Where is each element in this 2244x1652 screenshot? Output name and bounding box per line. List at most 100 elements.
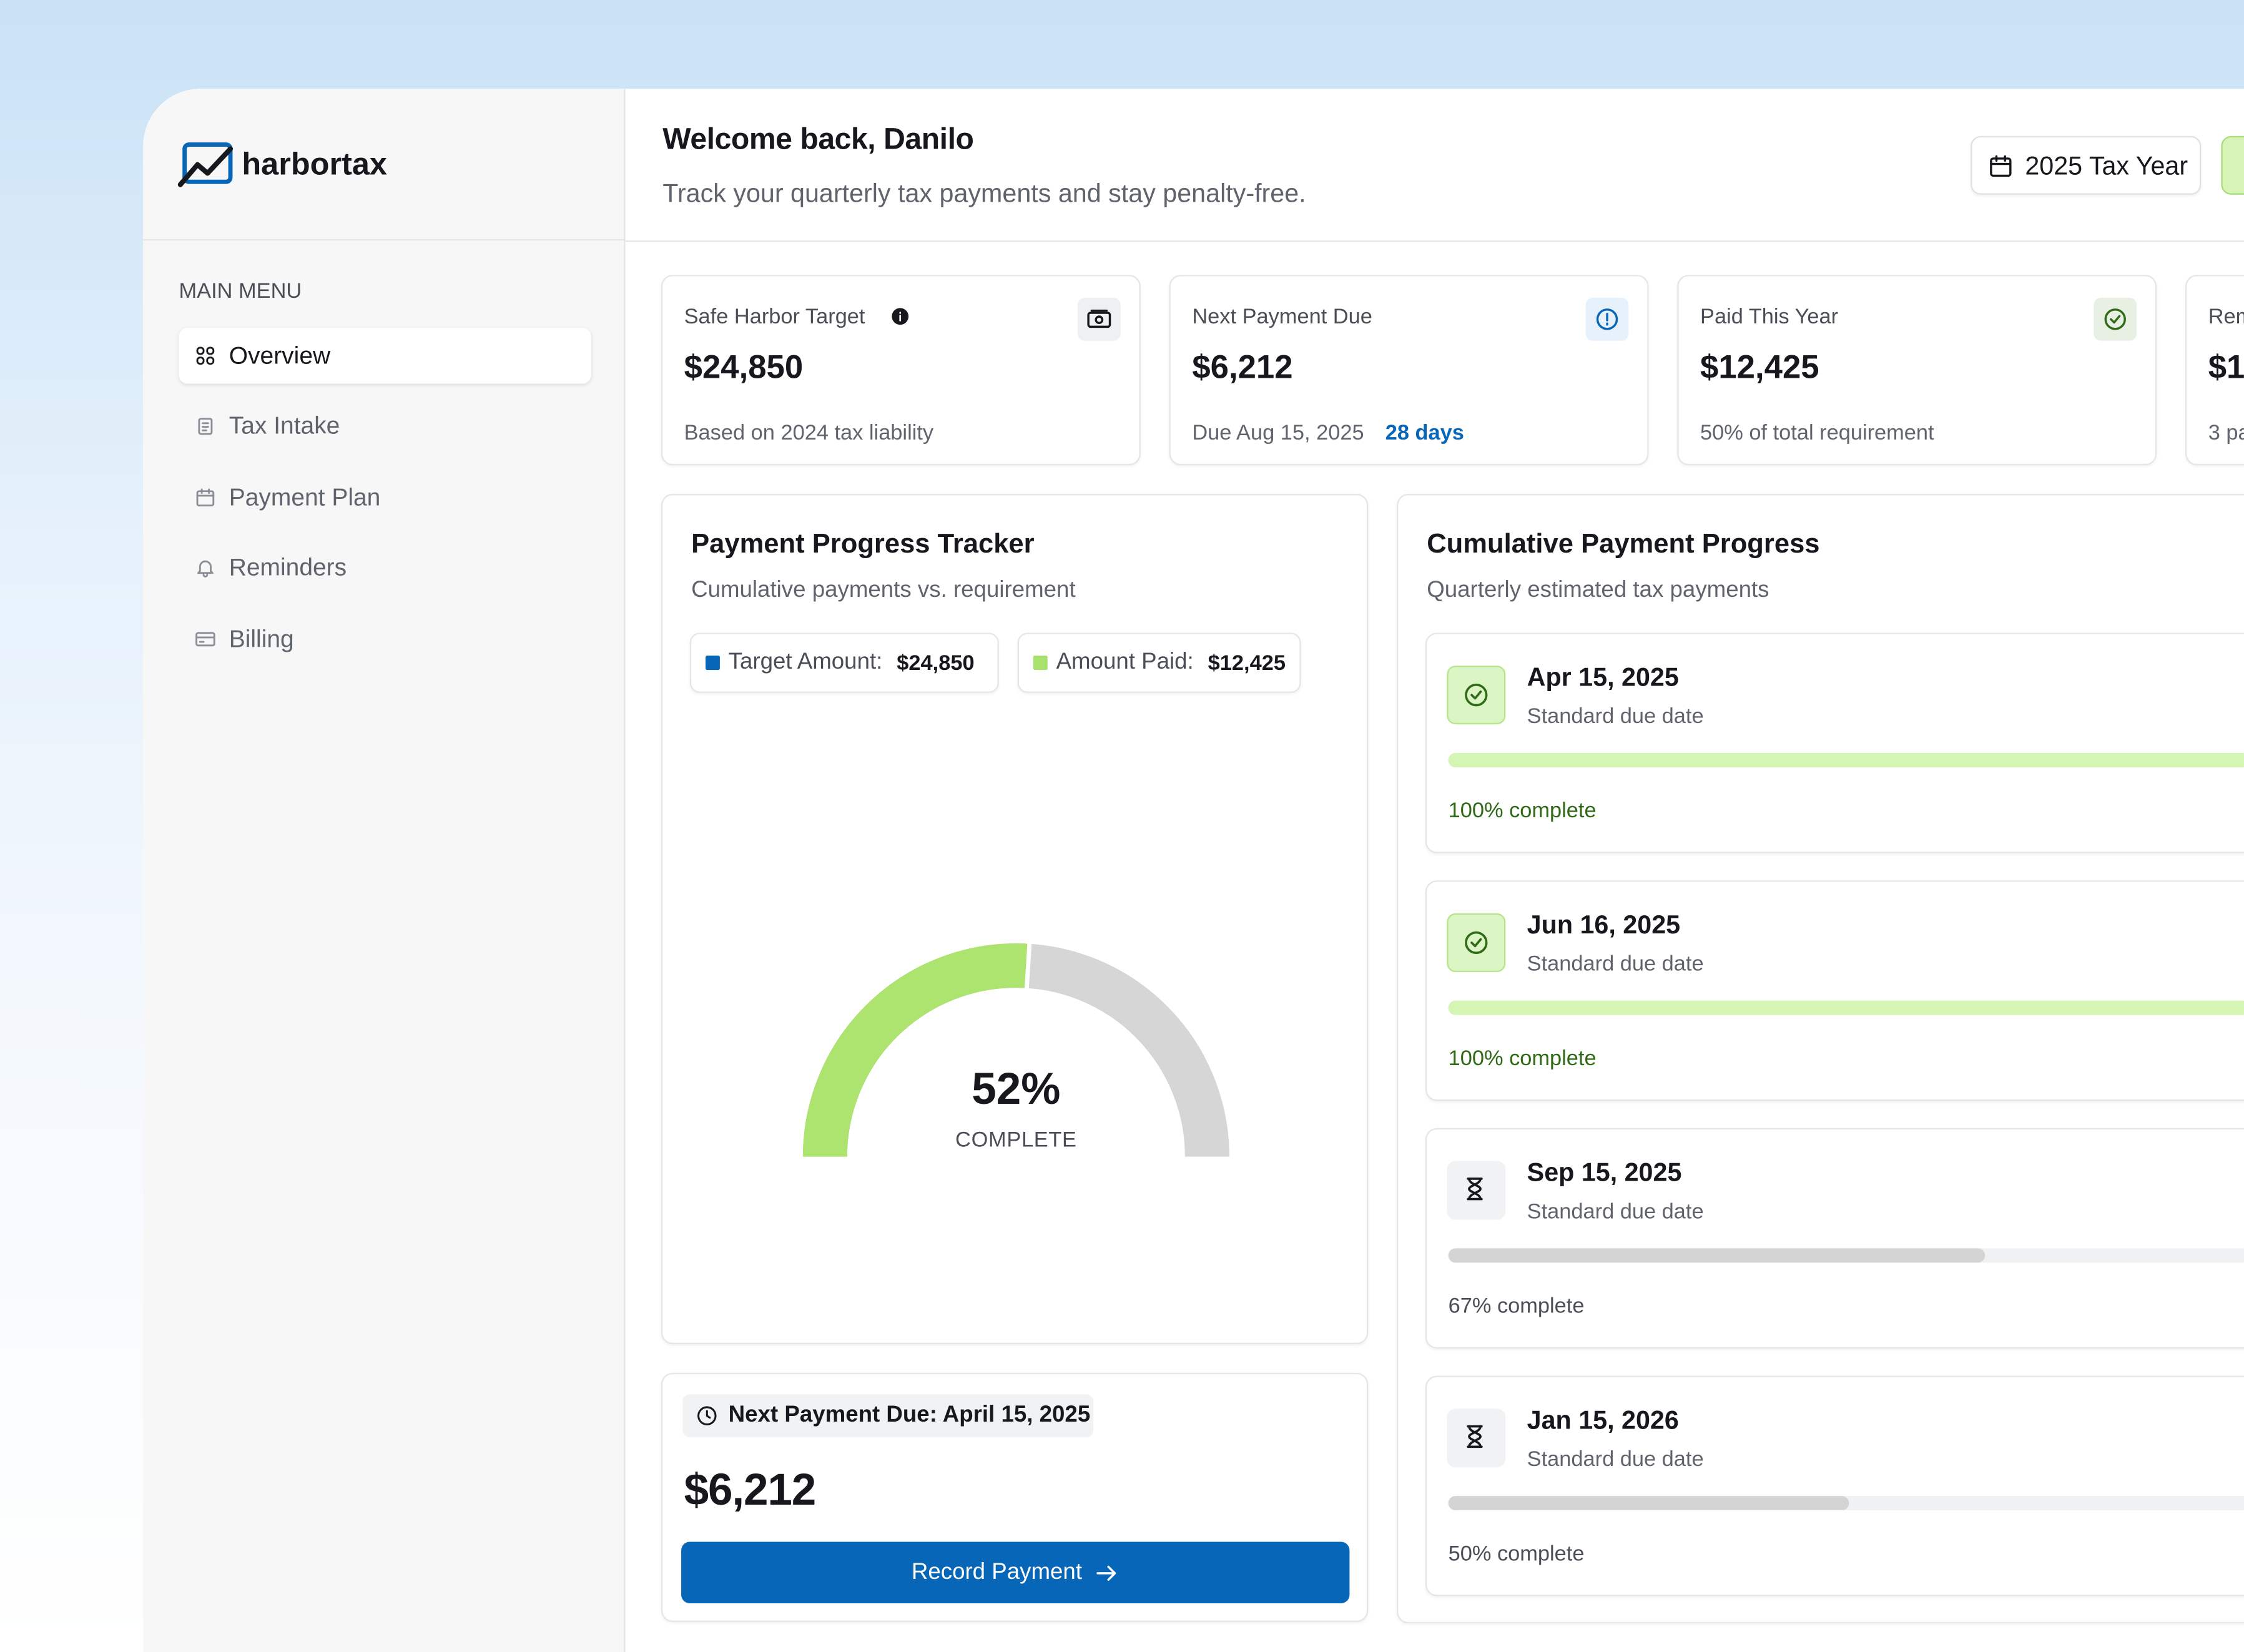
item-status-icon [1447, 1161, 1506, 1220]
sidebar [143, 89, 626, 1652]
icon [195, 631, 215, 646]
stat-card: Paid This Year $12,425 50% of total requir… [1677, 275, 2157, 466]
icon [1467, 1425, 1483, 1448]
next-payment-amount: $6,212 [684, 1463, 817, 1514]
stat-note: 3 payments left [2208, 420, 2244, 445]
stat-card: Remaining $12,425 3 payments left [2185, 275, 2244, 466]
due-badge: Next Payment Due: April 15, 2025 [682, 1394, 1094, 1438]
progress-fill [1448, 1248, 1986, 1263]
stat-highlight: 28 days [1385, 420, 1464, 445]
next-payment-card: Next Payment Due: April 15, 2025 $6,212 Re… [661, 1372, 1369, 1622]
sidebar-divider [143, 238, 626, 241]
icon [196, 488, 215, 506]
icon [697, 1406, 717, 1425]
icon [1990, 155, 2012, 177]
tracker-card: Payment Progress Tracker Cumulative payme… [661, 494, 1369, 1345]
icon [1465, 684, 1488, 707]
stat-label: Paid This Year [1700, 304, 1839, 329]
icon [197, 560, 214, 578]
cumulative-title: Cumulative Payment Progress [1427, 529, 1820, 559]
item-note: Standard due date [1527, 703, 1704, 728]
progress-fill [1448, 1000, 2244, 1015]
stat-label: Remaining [2208, 304, 2244, 329]
payment-item: Jun 16, 2025 Standard due date 100% comple… [1425, 880, 2244, 1101]
stat-note: Based on 2024 tax liability [684, 420, 934, 445]
logo-mark [177, 142, 234, 187]
stat-icon-box [1077, 297, 1121, 341]
cumulative-subtitle: Quarterly estimated tax payments [1427, 578, 1769, 603]
gauge-separator [1024, 942, 1032, 991]
legend-label: Amount Paid: [1056, 649, 1194, 674]
button-icon [1093, 1560, 1119, 1585]
page-subtitle: Track your quarterly tax payments and st… [662, 179, 1306, 208]
gauge [802, 942, 1229, 1158]
stat-value: $12,425 [2208, 347, 2244, 385]
due-badge-text: Next Payment Due: April 15, 2025 [728, 1403, 1091, 1428]
stat-value: $24,850 [684, 347, 804, 385]
item-note: Standard due date [1527, 951, 1704, 976]
payment-item: Apr 15, 2025 Standard due date 100% comple… [1425, 632, 2244, 853]
action-button[interactable] [2221, 135, 2244, 195]
legend-pill: Amount Paid: $12,425 [1017, 632, 1301, 693]
menu-item[interactable]: Reminders [229, 554, 347, 581]
stat-icon-box [1585, 297, 1629, 341]
item-date: Jan 15, 2026 [1527, 1405, 1679, 1435]
legend-value: $24,850 [897, 651, 975, 676]
item-date: Jun 16, 2025 [1527, 910, 1681, 940]
legend-swatch [1033, 656, 1048, 671]
tax-year-button[interactable]: 2025 Tax Year [1971, 135, 2202, 195]
menu-item[interactable]: Tax Intake [229, 412, 340, 440]
progress-fill [1448, 753, 2244, 767]
icon [2104, 308, 2126, 330]
item-progress-label: 100% complete [1448, 1045, 1597, 1070]
item-progress-label: 67% complete [1448, 1293, 1585, 1318]
tracker-subtitle: Cumulative payments vs. requirement [691, 578, 1076, 603]
stat-label: Safe Harbor Target [684, 304, 865, 329]
legend-pill: Target Amount: $24,850 [689, 632, 999, 693]
page-title: Welcome back, Danilo [662, 122, 974, 155]
gauge-label: 52% [972, 1063, 1061, 1114]
stat-card: Next Payment Due $6,212 Due Aug 15, 2025 28… [1169, 275, 1649, 466]
item-date: Apr 15, 2025 [1527, 662, 1679, 692]
icon [1467, 1178, 1483, 1201]
legend-swatch [706, 656, 720, 671]
icon [1087, 309, 1111, 328]
stat-value: $6,212 [1192, 347, 1293, 385]
item-note: Standard due date [1527, 1446, 1704, 1471]
gauge-fill [802, 943, 1030, 1158]
icon [892, 308, 909, 325]
header-divider [625, 240, 2244, 242]
stat-label: Next Payment Due [1192, 304, 1372, 329]
icon [1096, 1565, 1116, 1580]
legend-value: $12,425 [1208, 651, 1286, 676]
record-payment-button[interactable]: Record Payment [681, 1541, 1350, 1604]
stat-icon-box [2094, 297, 2137, 341]
icon [1596, 308, 1618, 330]
menu-title: MAIN MENU [179, 278, 302, 303]
item-date: Sep 15, 2025 [1527, 1158, 1682, 1187]
icon [196, 346, 215, 364]
legend-label: Target Amount: [728, 649, 883, 674]
item-status-icon [1447, 913, 1506, 972]
menu-item[interactable]: Billing [229, 624, 294, 652]
gauge-caption: COMPLETE [955, 1128, 1077, 1153]
brand: harbortax [242, 145, 387, 182]
payment-item: Jan 15, 2026 Standard due date 50% complet… [1425, 1375, 2244, 1596]
button-label: Record Payment [911, 1560, 1083, 1585]
tax-year-label: 2025 Tax Year [2025, 152, 2188, 180]
menu-item[interactable]: Overview [229, 341, 331, 369]
item-status-icon [1447, 666, 1506, 725]
menu-item[interactable]: Payment Plan [229, 483, 381, 511]
item-status-icon [1447, 1409, 1506, 1468]
stat-value: $12,425 [1700, 347, 1819, 385]
tracker-title: Payment Progress Tracker [691, 529, 1035, 559]
stat-card: Safe Harbor Target $24,850 Based on 2024 t… [661, 275, 1141, 466]
progress-fill [1448, 1496, 1849, 1511]
stat-note: 50% of total requirement [1700, 420, 1934, 445]
item-progress-label: 100% complete [1448, 798, 1597, 823]
icon [1465, 931, 1488, 955]
payment-item: Sep 15, 2025 Standard due date 67% complet… [1425, 1128, 2244, 1349]
stat-note: Due Aug 15, 2025 [1192, 420, 1364, 445]
